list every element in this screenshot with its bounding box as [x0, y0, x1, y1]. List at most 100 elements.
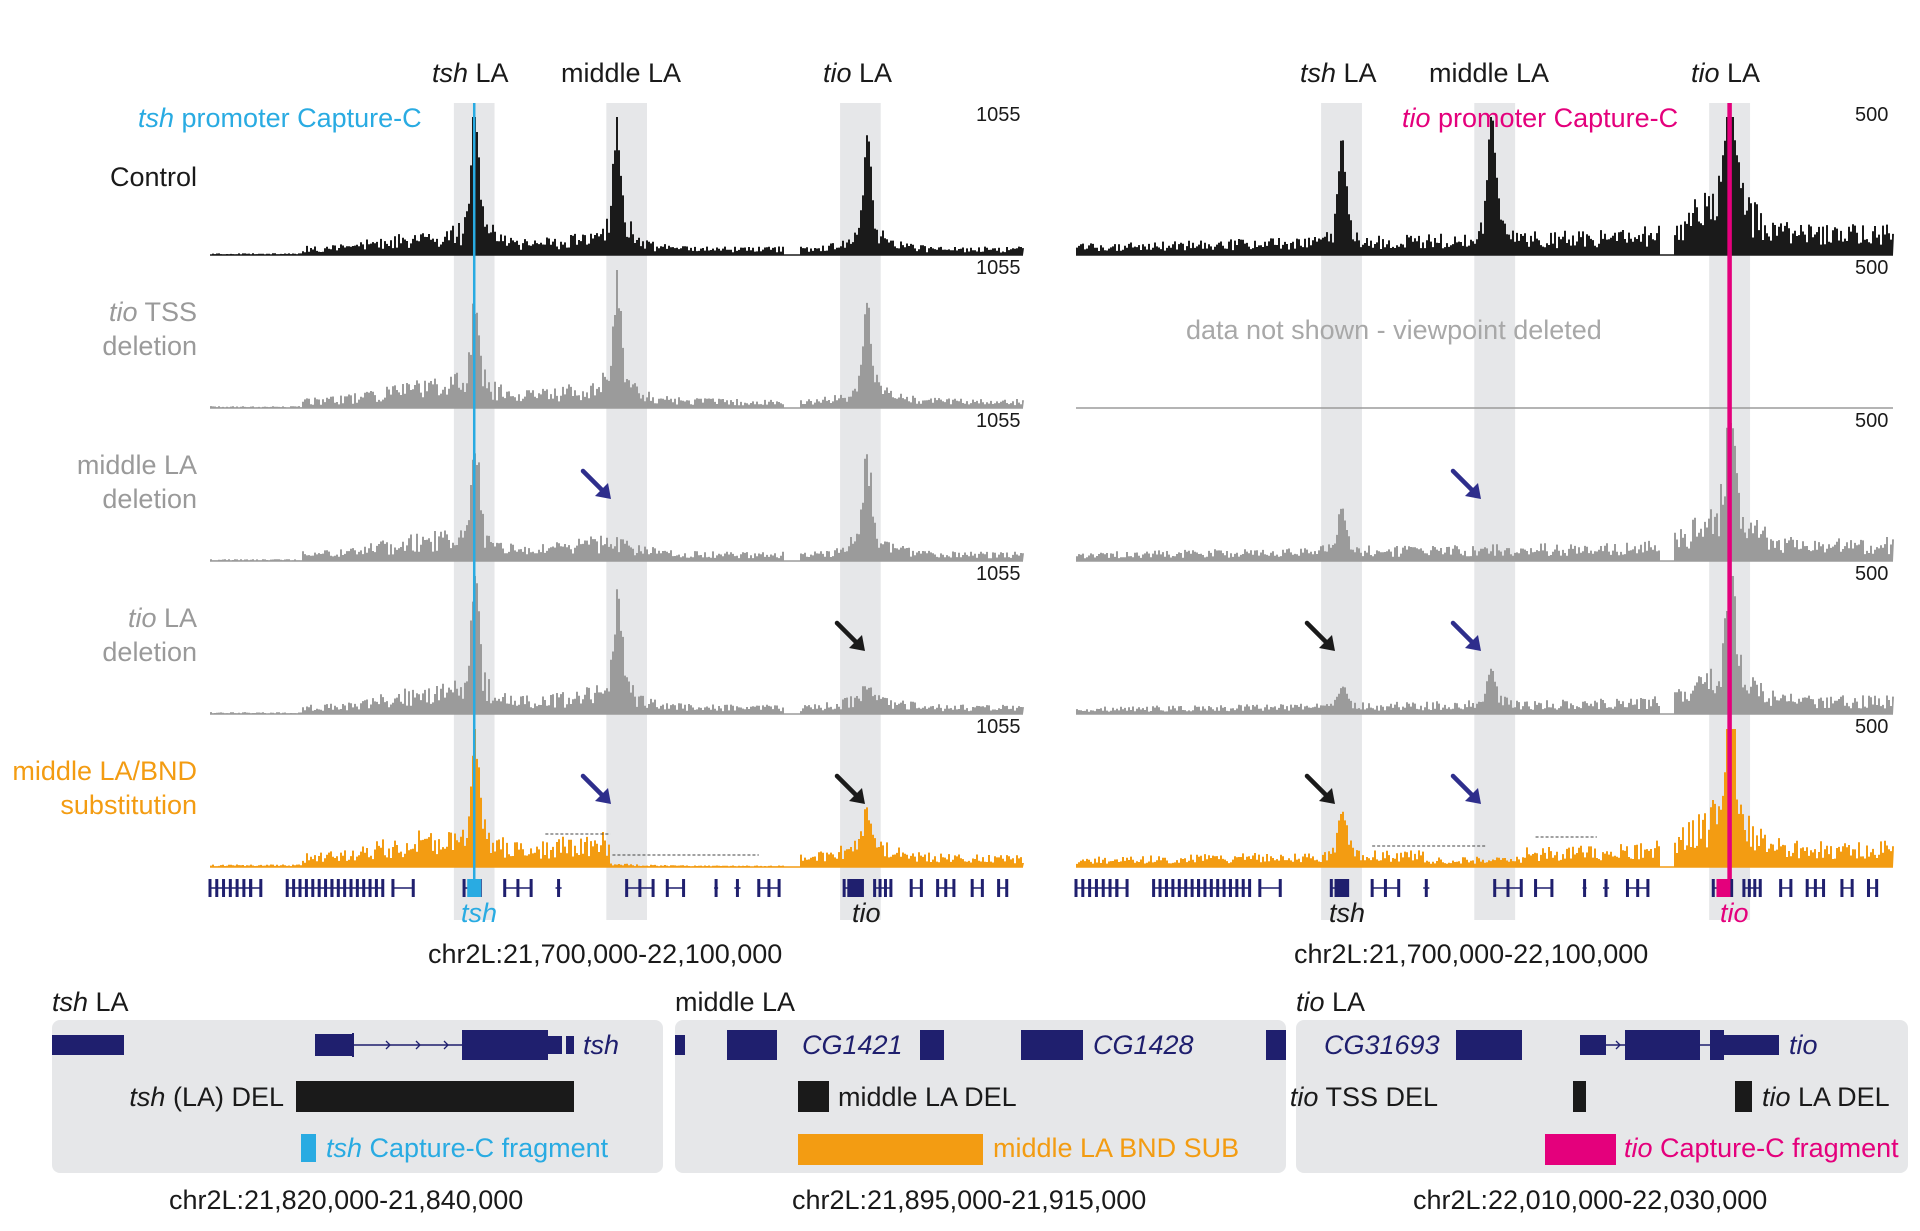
left-scale-3: 1055 — [976, 410, 1021, 432]
left-scale-1: 1055 — [976, 104, 1021, 126]
track-signal — [1076, 729, 1894, 867]
gene-exon — [1184, 879, 1188, 897]
left-scale-2: 1055 — [976, 257, 1021, 279]
zoom3-tio-exon-d — [1724, 1035, 1779, 1055]
gene-exon — [665, 879, 669, 897]
gene-exon — [919, 879, 923, 897]
gene-exon — [285, 879, 289, 897]
gene-exon — [1108, 879, 1112, 897]
gene-exon — [1216, 879, 1220, 897]
left-gene-label-tsh: tsh — [461, 898, 498, 928]
gene-exon — [757, 879, 761, 897]
zoom-box-3 — [1296, 1020, 1908, 1173]
header-tio-la-left: tio LA — [823, 58, 893, 88]
gene-exon — [883, 879, 887, 897]
gene-exon — [1424, 879, 1428, 897]
gene-exon — [1241, 879, 1245, 897]
gene-exon — [767, 879, 771, 897]
gene-exon — [529, 879, 533, 897]
gene-exon — [1222, 879, 1226, 897]
right-scale-3: 500 — [1855, 410, 1889, 432]
gene-tio-highlight — [847, 879, 862, 897]
gene-exon — [1711, 879, 1715, 897]
zoom2-cg1428-exon — [1021, 1030, 1083, 1060]
gene-exon — [1278, 879, 1282, 897]
gene-exon — [1152, 879, 1156, 897]
zoom2-sub-label: middle LA BND SUB — [993, 1133, 1240, 1163]
track-left-4 — [210, 729, 1024, 868]
gene-exon — [1190, 879, 1194, 897]
gene-exon — [878, 879, 882, 897]
gene-exon — [1074, 879, 1078, 897]
arrow-shaft — [1450, 773, 1476, 799]
arrow-right-middle-deletion — [1450, 468, 1481, 499]
gene-exon — [1805, 879, 1809, 897]
gene-exon — [1550, 879, 1554, 897]
gene-exon — [317, 879, 321, 897]
gene-exon — [242, 879, 246, 897]
zoom-panels — [52, 1020, 1908, 1173]
right-panel-coord: chr2L:21,700,000-22,100,000 — [1294, 939, 1649, 969]
gene-exon — [324, 879, 328, 897]
gene-exon — [936, 879, 940, 897]
gene-exon — [1789, 879, 1793, 897]
gene-track-right — [1074, 879, 1879, 897]
gene-exon — [1506, 879, 1510, 897]
gene-exon — [1747, 879, 1751, 897]
row-label-middle-la-deletion: middle LA deletion — [76, 450, 197, 514]
arrow-head — [595, 788, 611, 804]
zoom3-la-deletion-bar — [1735, 1081, 1752, 1112]
gene-exon — [1370, 879, 1374, 897]
arrow-head — [1465, 788, 1481, 804]
strand-chevron — [385, 1040, 391, 1050]
arrow-shaft — [834, 773, 860, 799]
zoom1-tsh-exon-c — [548, 1036, 562, 1054]
arrow-head — [1465, 483, 1481, 499]
track-signal — [210, 576, 1024, 714]
gene-exon — [1164, 879, 1168, 897]
gene-exon — [343, 879, 347, 897]
gene-exon — [1158, 879, 1162, 897]
gene-exon — [1115, 879, 1119, 897]
gene-track-left — [208, 879, 1009, 897]
arrow-head — [849, 788, 865, 804]
track-left-1 — [210, 270, 1024, 409]
left-scale-5: 1055 — [976, 716, 1021, 738]
zoom2-cg1421-exon-b — [920, 1030, 944, 1060]
row-label-substitution: middle LA/BND substitution — [12, 756, 197, 820]
right-gene-label-tio: tio — [1720, 898, 1749, 928]
gene-exon — [970, 879, 974, 897]
right-scale-5: 500 — [1855, 716, 1889, 738]
zoom1-coord: chr2L:21,820,000-21,840,000 — [169, 1185, 524, 1215]
zoom3-tio-exon-a — [1580, 1035, 1606, 1055]
gene-exon — [980, 879, 984, 897]
gene-exon — [1840, 879, 1844, 897]
header-tsh-la-right: tsh LA — [1300, 58, 1377, 88]
gene-exon — [1636, 879, 1640, 897]
row-label-tio-tss-deletion: tio TSS deletion — [102, 297, 197, 361]
gene-exon — [298, 879, 302, 897]
arrow-head — [595, 483, 611, 499]
zoom3-tio-exon-b — [1625, 1030, 1700, 1060]
gene-exon — [215, 879, 219, 897]
row-label-control: Control — [109, 162, 197, 192]
gene-exon — [1258, 879, 1262, 897]
gene-exon — [735, 879, 739, 897]
gene-exon — [259, 879, 263, 897]
arrow-right-sub-tsh — [1304, 773, 1335, 804]
zoom1-tsh-exon-a — [315, 1034, 353, 1056]
zoom3-fragment-bar — [1545, 1134, 1616, 1165]
arrow-head — [1319, 788, 1335, 804]
zoom1-fragment-label: tsh Capture-C fragment — [326, 1133, 609, 1163]
zoom3-cg31693-exon — [1456, 1030, 1522, 1060]
track-signal — [1076, 117, 1894, 255]
gene-exon — [462, 879, 466, 897]
gene-exon — [1397, 879, 1401, 897]
right-panel-title: tio promoter Capture-C — [1402, 103, 1679, 133]
arrow-shaft — [1304, 773, 1330, 799]
gene-exon — [391, 879, 395, 897]
gene-exon — [952, 879, 956, 897]
gene-exon — [503, 879, 507, 897]
la-shading-layer — [453, 103, 1751, 920]
zoom2-coord: chr2L:21,895,000-21,915,000 — [792, 1185, 1147, 1215]
